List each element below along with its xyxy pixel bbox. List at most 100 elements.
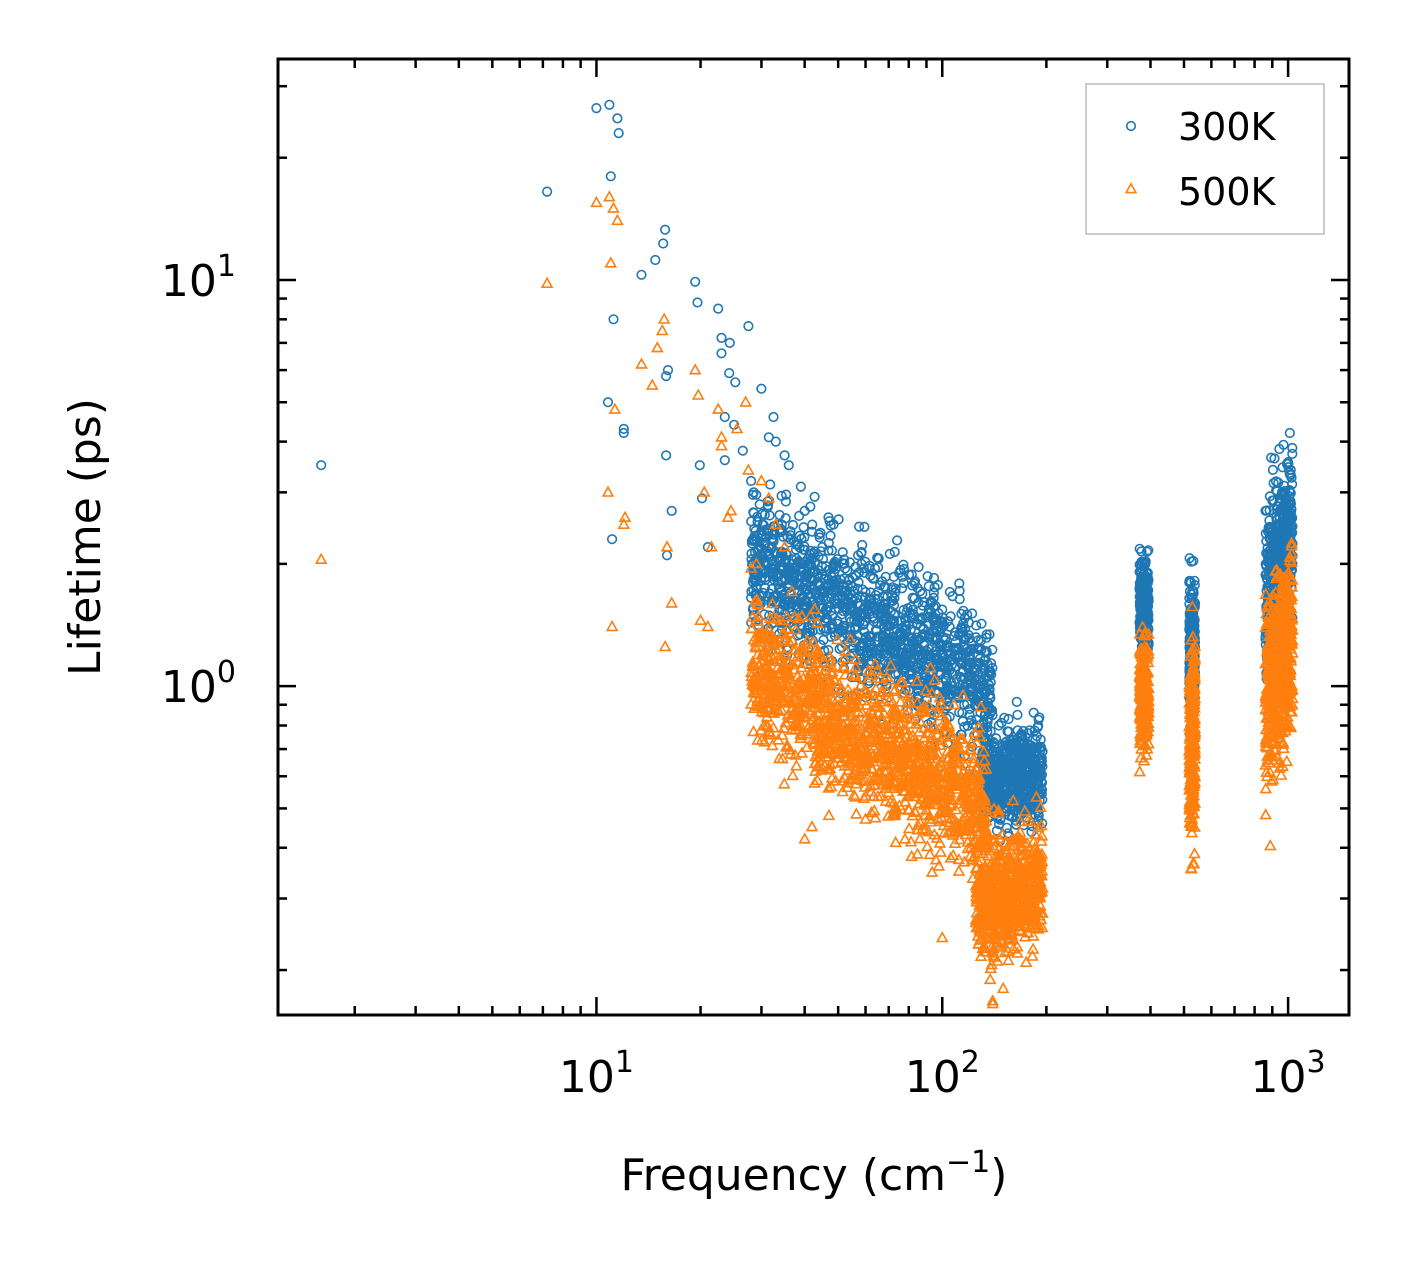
data-point	[770, 436, 781, 447]
data-point	[912, 646, 923, 657]
data-point	[903, 569, 915, 580]
data-point	[1185, 577, 1197, 588]
data-point	[962, 643, 973, 654]
data-point	[889, 593, 900, 604]
data-point	[865, 595, 876, 606]
data-point	[1019, 737, 1030, 748]
data-point	[1141, 574, 1152, 585]
data-point	[662, 365, 674, 376]
data-point	[1028, 707, 1039, 718]
data-point	[776, 585, 787, 596]
data-point	[658, 238, 669, 249]
data-point	[864, 560, 875, 572]
data-point	[696, 493, 708, 504]
data-point	[970, 632, 982, 643]
data-point	[940, 673, 952, 684]
data-point	[825, 520, 836, 531]
data-point	[865, 638, 877, 649]
data-point	[1015, 783, 1027, 794]
data-point	[780, 489, 792, 500]
data-point	[1008, 748, 1019, 760]
data-point	[880, 581, 891, 592]
data-point	[730, 377, 741, 388]
data-point	[858, 563, 870, 574]
data-point	[1016, 763, 1027, 774]
data-point	[768, 534, 779, 545]
data-point	[756, 525, 767, 536]
data-point	[659, 224, 671, 235]
data-point	[1269, 453, 1280, 464]
data-point	[796, 559, 807, 570]
data-point	[1135, 611, 1146, 622]
data-point	[936, 616, 948, 627]
data-point	[936, 640, 948, 651]
data-point	[913, 561, 924, 573]
data-point	[1184, 619, 1195, 631]
data-point	[1184, 575, 1195, 586]
data-point	[724, 368, 735, 379]
data-point	[908, 609, 919, 620]
data-point	[887, 582, 898, 593]
data-point	[844, 598, 856, 610]
data-point	[606, 534, 618, 545]
data-point	[1278, 439, 1289, 450]
data-point	[980, 671, 991, 682]
data-point	[1140, 606, 1152, 617]
data-point	[873, 586, 884, 597]
data-point	[758, 519, 769, 530]
data-point	[815, 624, 826, 635]
data-point	[895, 564, 906, 575]
data-point	[959, 699, 970, 710]
data-point	[748, 507, 759, 518]
data-point	[805, 567, 816, 578]
data-point	[954, 578, 965, 589]
data-point	[889, 546, 900, 558]
data-point	[859, 567, 870, 578]
data-point	[952, 691, 964, 703]
data-point	[945, 683, 956, 695]
data-point	[1142, 593, 1153, 605]
data-point	[636, 269, 647, 280]
data-point	[857, 584, 868, 595]
data-point	[794, 629, 806, 640]
data-point	[898, 559, 909, 570]
data-point	[825, 530, 836, 541]
data-point	[783, 460, 794, 471]
data-point	[1033, 720, 1044, 731]
data-point	[690, 276, 701, 287]
data-point	[800, 584, 811, 595]
data-point	[889, 637, 901, 648]
data-point	[618, 423, 629, 435]
data-point	[836, 590, 847, 601]
data-point	[901, 651, 912, 663]
data-point	[878, 631, 890, 642]
data-point	[793, 510, 805, 522]
data-point	[762, 545, 773, 557]
data-point	[919, 631, 930, 642]
data-point	[799, 541, 810, 552]
data-point	[874, 580, 886, 591]
data-point	[779, 607, 791, 619]
data-point	[987, 644, 998, 655]
data-point	[935, 626, 946, 637]
data-point	[899, 664, 910, 675]
data-point	[976, 618, 987, 629]
data-point	[1013, 737, 1024, 748]
data-point	[1003, 726, 1015, 737]
data-points-layer	[314, 99, 1299, 1009]
data-point	[907, 633, 918, 644]
data-point	[759, 582, 771, 594]
data-point	[823, 545, 834, 556]
data-point	[962, 720, 973, 732]
data-point	[966, 608, 978, 619]
data-point	[608, 314, 619, 325]
data-point	[801, 596, 812, 608]
data-point	[1186, 556, 1197, 567]
data-point	[954, 585, 965, 597]
data-point	[835, 584, 847, 596]
data-point	[316, 460, 327, 471]
data-point	[824, 515, 835, 527]
data-point	[777, 561, 788, 572]
data-point	[815, 546, 826, 557]
